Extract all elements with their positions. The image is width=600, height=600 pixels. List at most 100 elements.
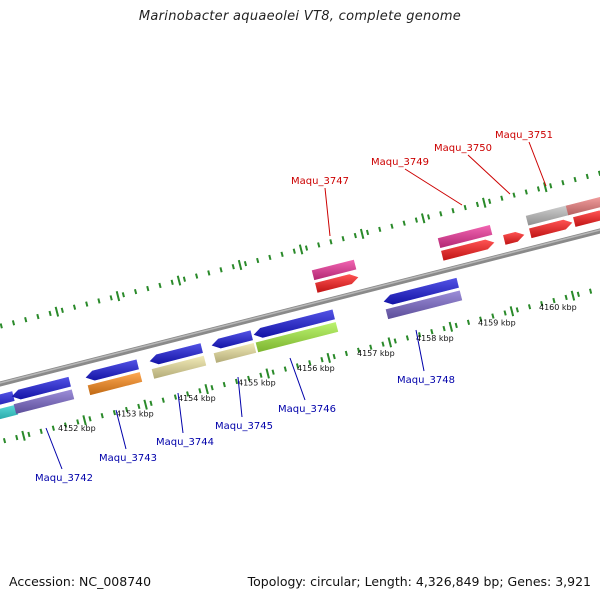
leader-line [289,357,306,401]
outer-tick-major [482,197,487,208]
inner-tick-major [204,384,209,395]
outer-tick [280,251,284,257]
outer-tick-major [237,259,243,271]
inner-tick [259,372,263,378]
cog-partial-cyan-shade [0,404,19,420]
outer-tick [317,242,321,248]
inner-tick-major [82,415,87,426]
outer-tick [85,301,89,307]
inner-tick [161,397,165,403]
outer-tick [72,304,77,310]
cog-block-Maqu_3747-shade [311,259,357,281]
outer-tick [390,223,394,229]
inner-tick [466,319,471,325]
leader-line [528,141,547,187]
kbp-label: 4153 kbp [116,409,154,418]
outer-tick [109,295,113,301]
inner-tick [479,316,483,322]
outer-tick-major [359,228,365,239]
outer-tick [195,273,199,279]
genome-title: Marinobacter aquaeolei VT8, complete gen… [138,9,462,24]
inner-tick [112,409,117,416]
kbp-label: 4159 kbp [478,318,516,327]
gene-arrow-Maqu_3744-shade [149,343,203,365]
gene-arrow-Maqu_3745-shade [211,330,253,349]
outer-tick [24,316,28,323]
gene-label: Maqu_3744 [156,437,214,448]
inner-tick [100,413,104,419]
outer-tick [341,236,345,242]
cog-block-Maqu_3744-shade [151,355,207,379]
outer-tick [536,186,541,192]
outer-tick [292,248,296,254]
inner-tick [39,428,43,434]
outer-tick [500,195,504,201]
kbp-label: 4155 kbp [238,379,276,388]
outer-tick [36,313,40,320]
kbp-label: 4156 kbp [297,364,335,373]
inner-tick [442,325,446,332]
gene-label: Maqu_3751 [495,130,553,141]
leader-line [177,392,184,434]
outer-tick [48,310,52,317]
topology-text: Topology: circular; Length: 4,326,849 bp… [247,574,591,589]
leader-line [115,409,127,450]
outer-tick-major [54,306,60,317]
inner-tick [51,425,55,431]
outer-tick [0,323,3,329]
gene-arrow-Maqu_3746-shade [253,309,335,338]
inner-tick-major [570,290,576,301]
outer-tick [561,179,565,186]
inner-tick [222,381,226,388]
backbone-highlight [0,229,600,384]
inner-tick [15,434,19,441]
outer-tick-major [176,275,182,286]
gene-label: Maqu_3747 [291,176,349,187]
inner-tick-major [326,352,331,364]
outer-tick [60,307,64,313]
inner-tick-major [509,306,515,317]
outer-tick [427,214,431,220]
inner-tick [247,375,251,382]
inner-tick [515,307,519,313]
gene-arrow-Maqu_3743-shade [85,359,139,381]
outer-tick [512,192,516,198]
cog-block-Maqu_3745-shade [213,343,257,363]
gene-arrow-Maqu_3751-shade [529,219,573,239]
inner-tick [320,357,324,363]
cog-block-Maqu_3748-shade [385,290,463,320]
outer-tick [231,264,235,270]
leader-line [45,427,63,470]
inner-tick [186,391,190,397]
outer-tick [353,232,357,239]
outer-tick-major [420,213,426,224]
kbp-label: 4157 kbp [357,349,395,358]
outer-tick [182,276,187,282]
outer-tick [463,204,467,211]
backbone-line [0,228,600,387]
leader-line [404,168,463,206]
inner-tick [540,300,544,307]
inner-tick [588,288,593,294]
inner-tick [63,422,68,428]
inner-tick-major [448,321,454,332]
inner-tick [381,341,385,347]
tick-marks: 4152 kbp 4153 kbp 4154 kbp 4155 kbp 4156 kbp… [0,170,600,444]
inner-tick [271,369,275,375]
kbp-label: 4160 kbp [539,303,577,312]
gene-label: Maqu_3749 [371,157,429,168]
inner-tick [234,378,239,385]
outer-tick [243,260,248,267]
outer-tick-major [115,291,121,302]
cog-block-Maqu_3742-shade [13,389,75,414]
inner-tick [27,431,31,438]
inner-tick [430,328,434,335]
outer-tick [329,239,333,245]
outer-tick [573,176,577,183]
outer-tick [256,257,260,264]
gene-label: Maqu_3743 [99,453,157,464]
outer-tick [549,183,553,189]
outer-tick [170,279,174,285]
inner-tick [125,406,129,413]
